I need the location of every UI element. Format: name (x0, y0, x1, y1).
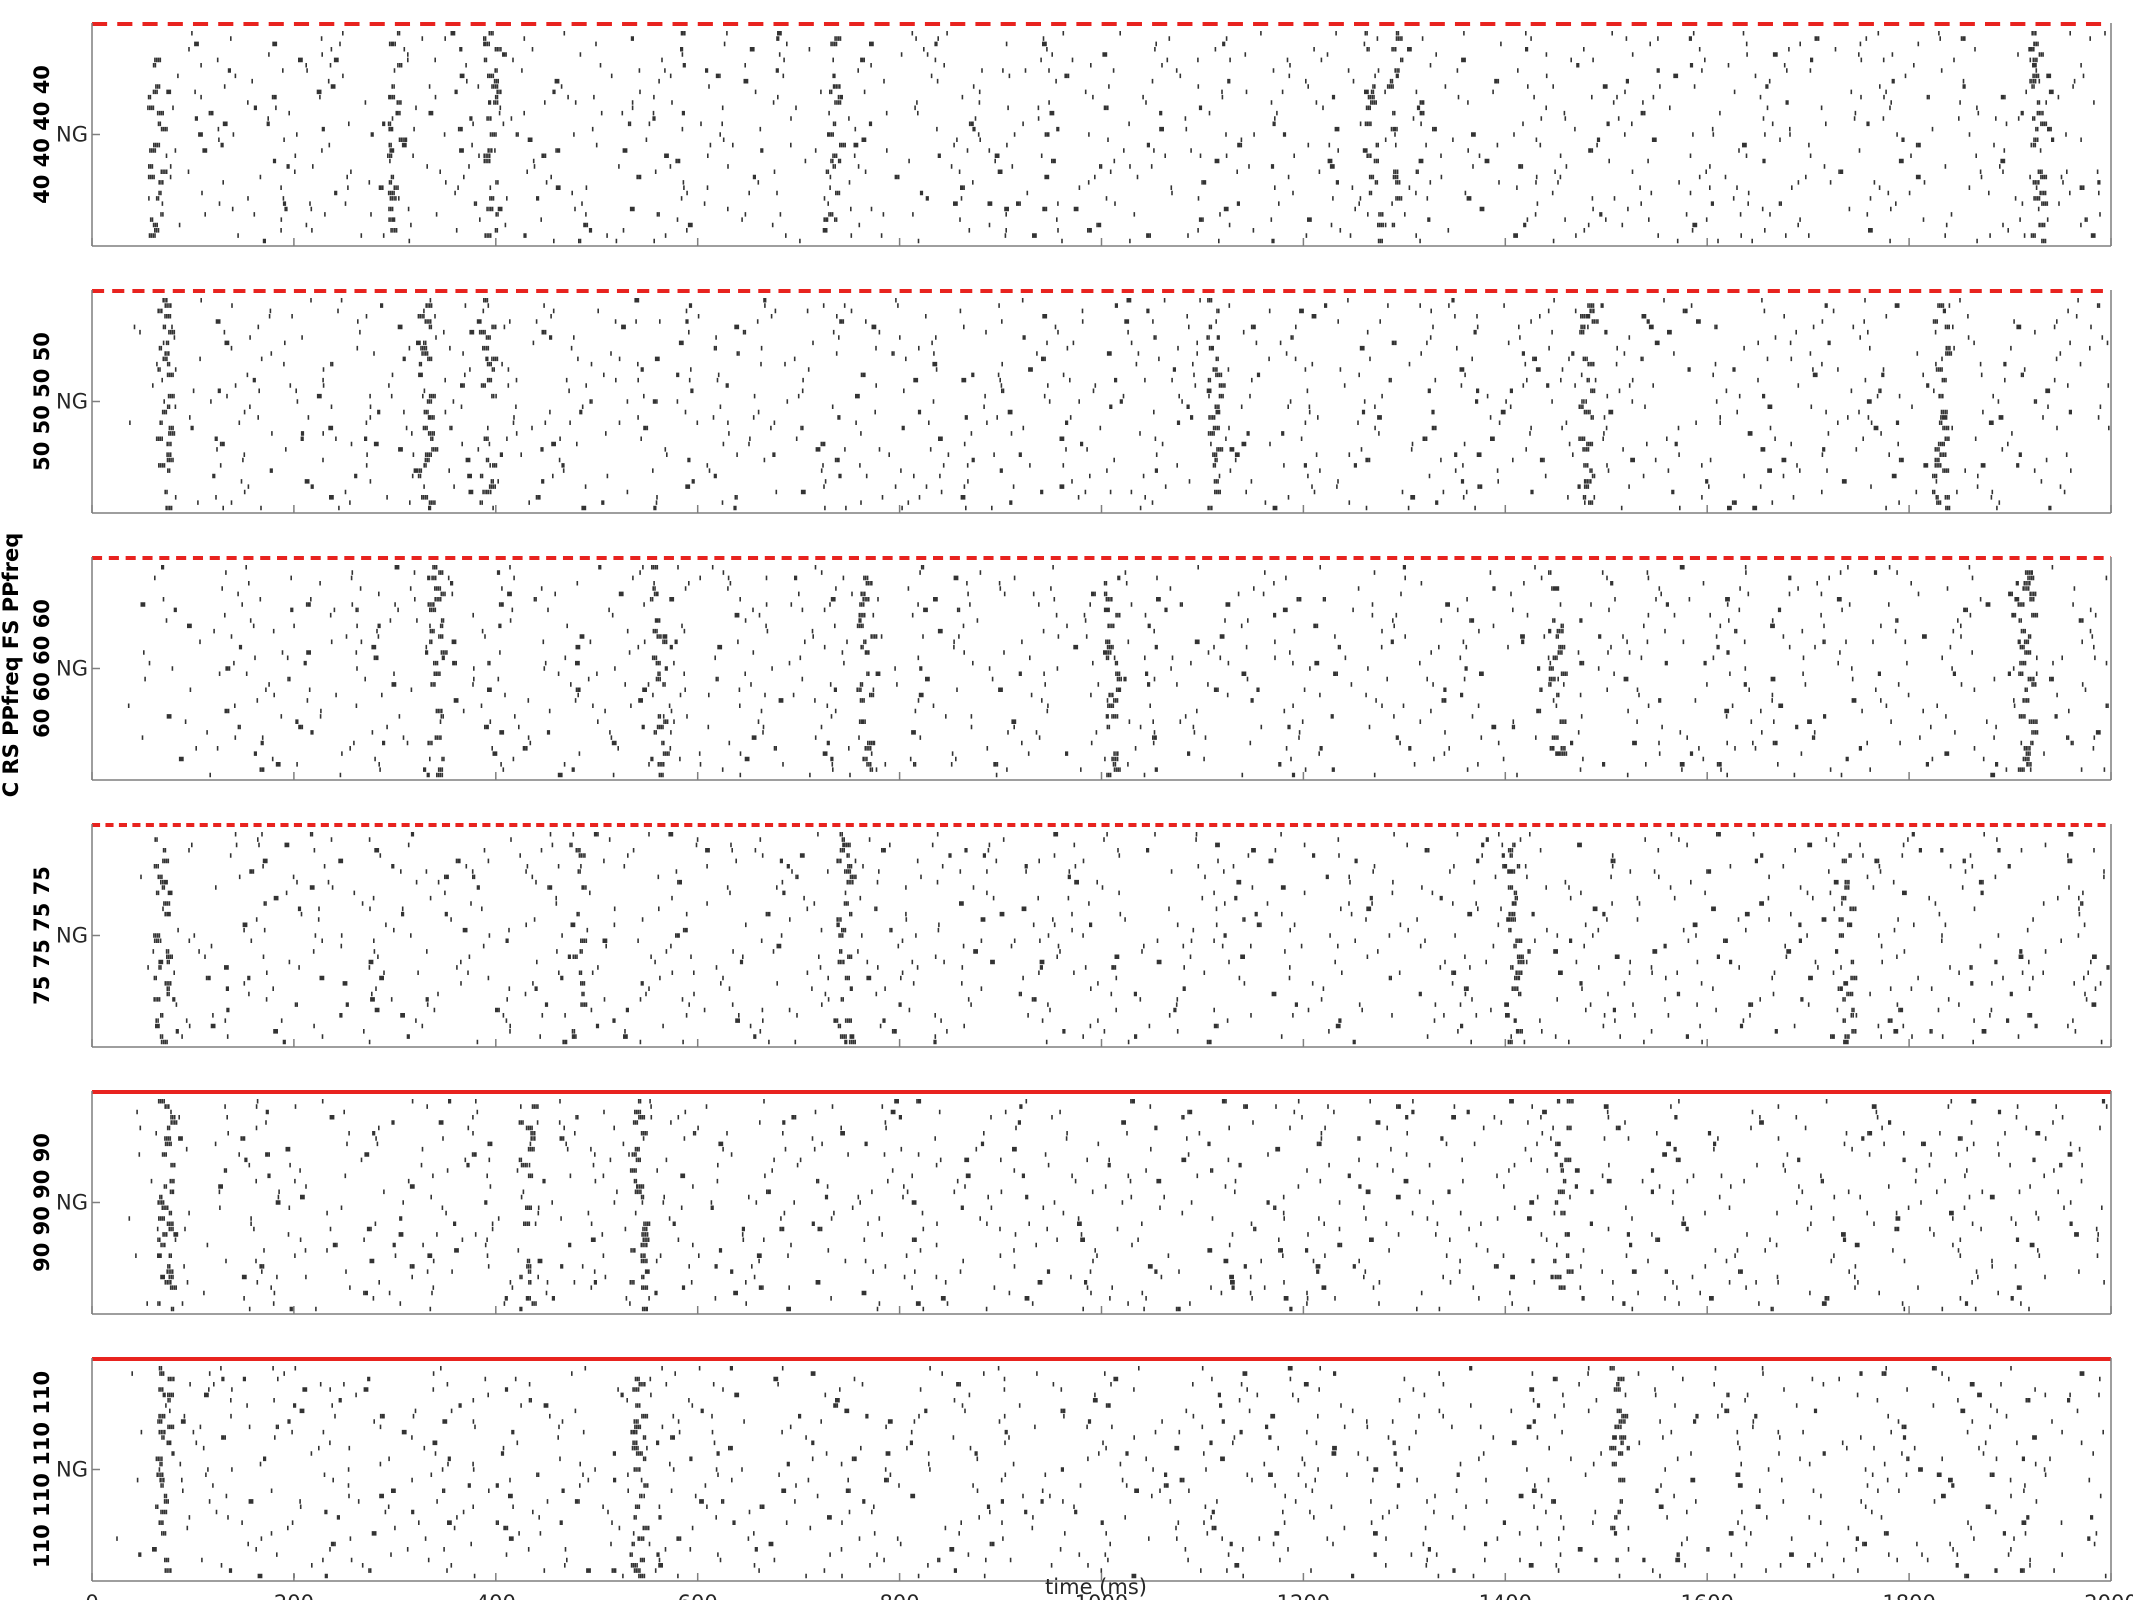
y-tick-label: NG (56, 123, 88, 147)
x-axis-label: time (ms) (1045, 1575, 1147, 1599)
y-tick-label: NG (56, 1191, 88, 1215)
x-tick-label: 1400 (1479, 1591, 1532, 1600)
x-tick-label: 600 (678, 1591, 718, 1600)
x-tick-label: 400 (476, 1591, 516, 1600)
panel-y-label: 90 90 90 90 (30, 1133, 54, 1272)
x-tick-label: 800 (880, 1591, 920, 1600)
spike-marks (147, 31, 2106, 244)
x-tick-label: 2000 (2084, 1591, 2133, 1600)
panel-y-label: 40 40 40 40 (30, 65, 54, 204)
panel-y-label: 75 75 75 75 (30, 866, 54, 1005)
x-axis: 0 200 400 600 800 1000 1200 1400 1600 1800 2000 (85, 1591, 2133, 1600)
x-tick-label: 1600 (1680, 1591, 1733, 1600)
y-tick-label: NG (56, 390, 88, 414)
x-tick-label: 1800 (1882, 1591, 1935, 1600)
spike-raster (147, 31, 2106, 244)
panel-y-label: 110 110 110 110 (30, 1371, 54, 1568)
super-y-axis-label: C RS PPfreq FS PPfreq (0, 533, 23, 798)
x-tick-label: 1200 (1277, 1591, 1330, 1600)
spike-raster (140, 832, 2110, 1045)
x-tick-label: 200 (274, 1591, 314, 1600)
spike-raster (116, 1366, 2107, 1579)
y-tick-label: NG (56, 1458, 88, 1482)
panel-y-label: 60 60 60 60 (30, 599, 54, 738)
spike-marks (128, 1099, 2108, 1312)
spike-raster (128, 1099, 2108, 1312)
spike-marks (127, 565, 2109, 778)
x-tick-label: 1000 (1075, 1591, 1128, 1600)
x-tick-label: 0 (85, 1591, 98, 1600)
panel-y-label: 50 50 50 50 (30, 332, 54, 471)
spike-marks (129, 298, 2110, 511)
y-tick-label: NG (56, 657, 88, 681)
spike-raster (129, 298, 2110, 511)
spike-marks (140, 832, 2110, 1045)
y-tick-label: NG (56, 924, 88, 948)
spike-raster (127, 565, 2109, 778)
spike-marks (116, 1366, 2107, 1579)
